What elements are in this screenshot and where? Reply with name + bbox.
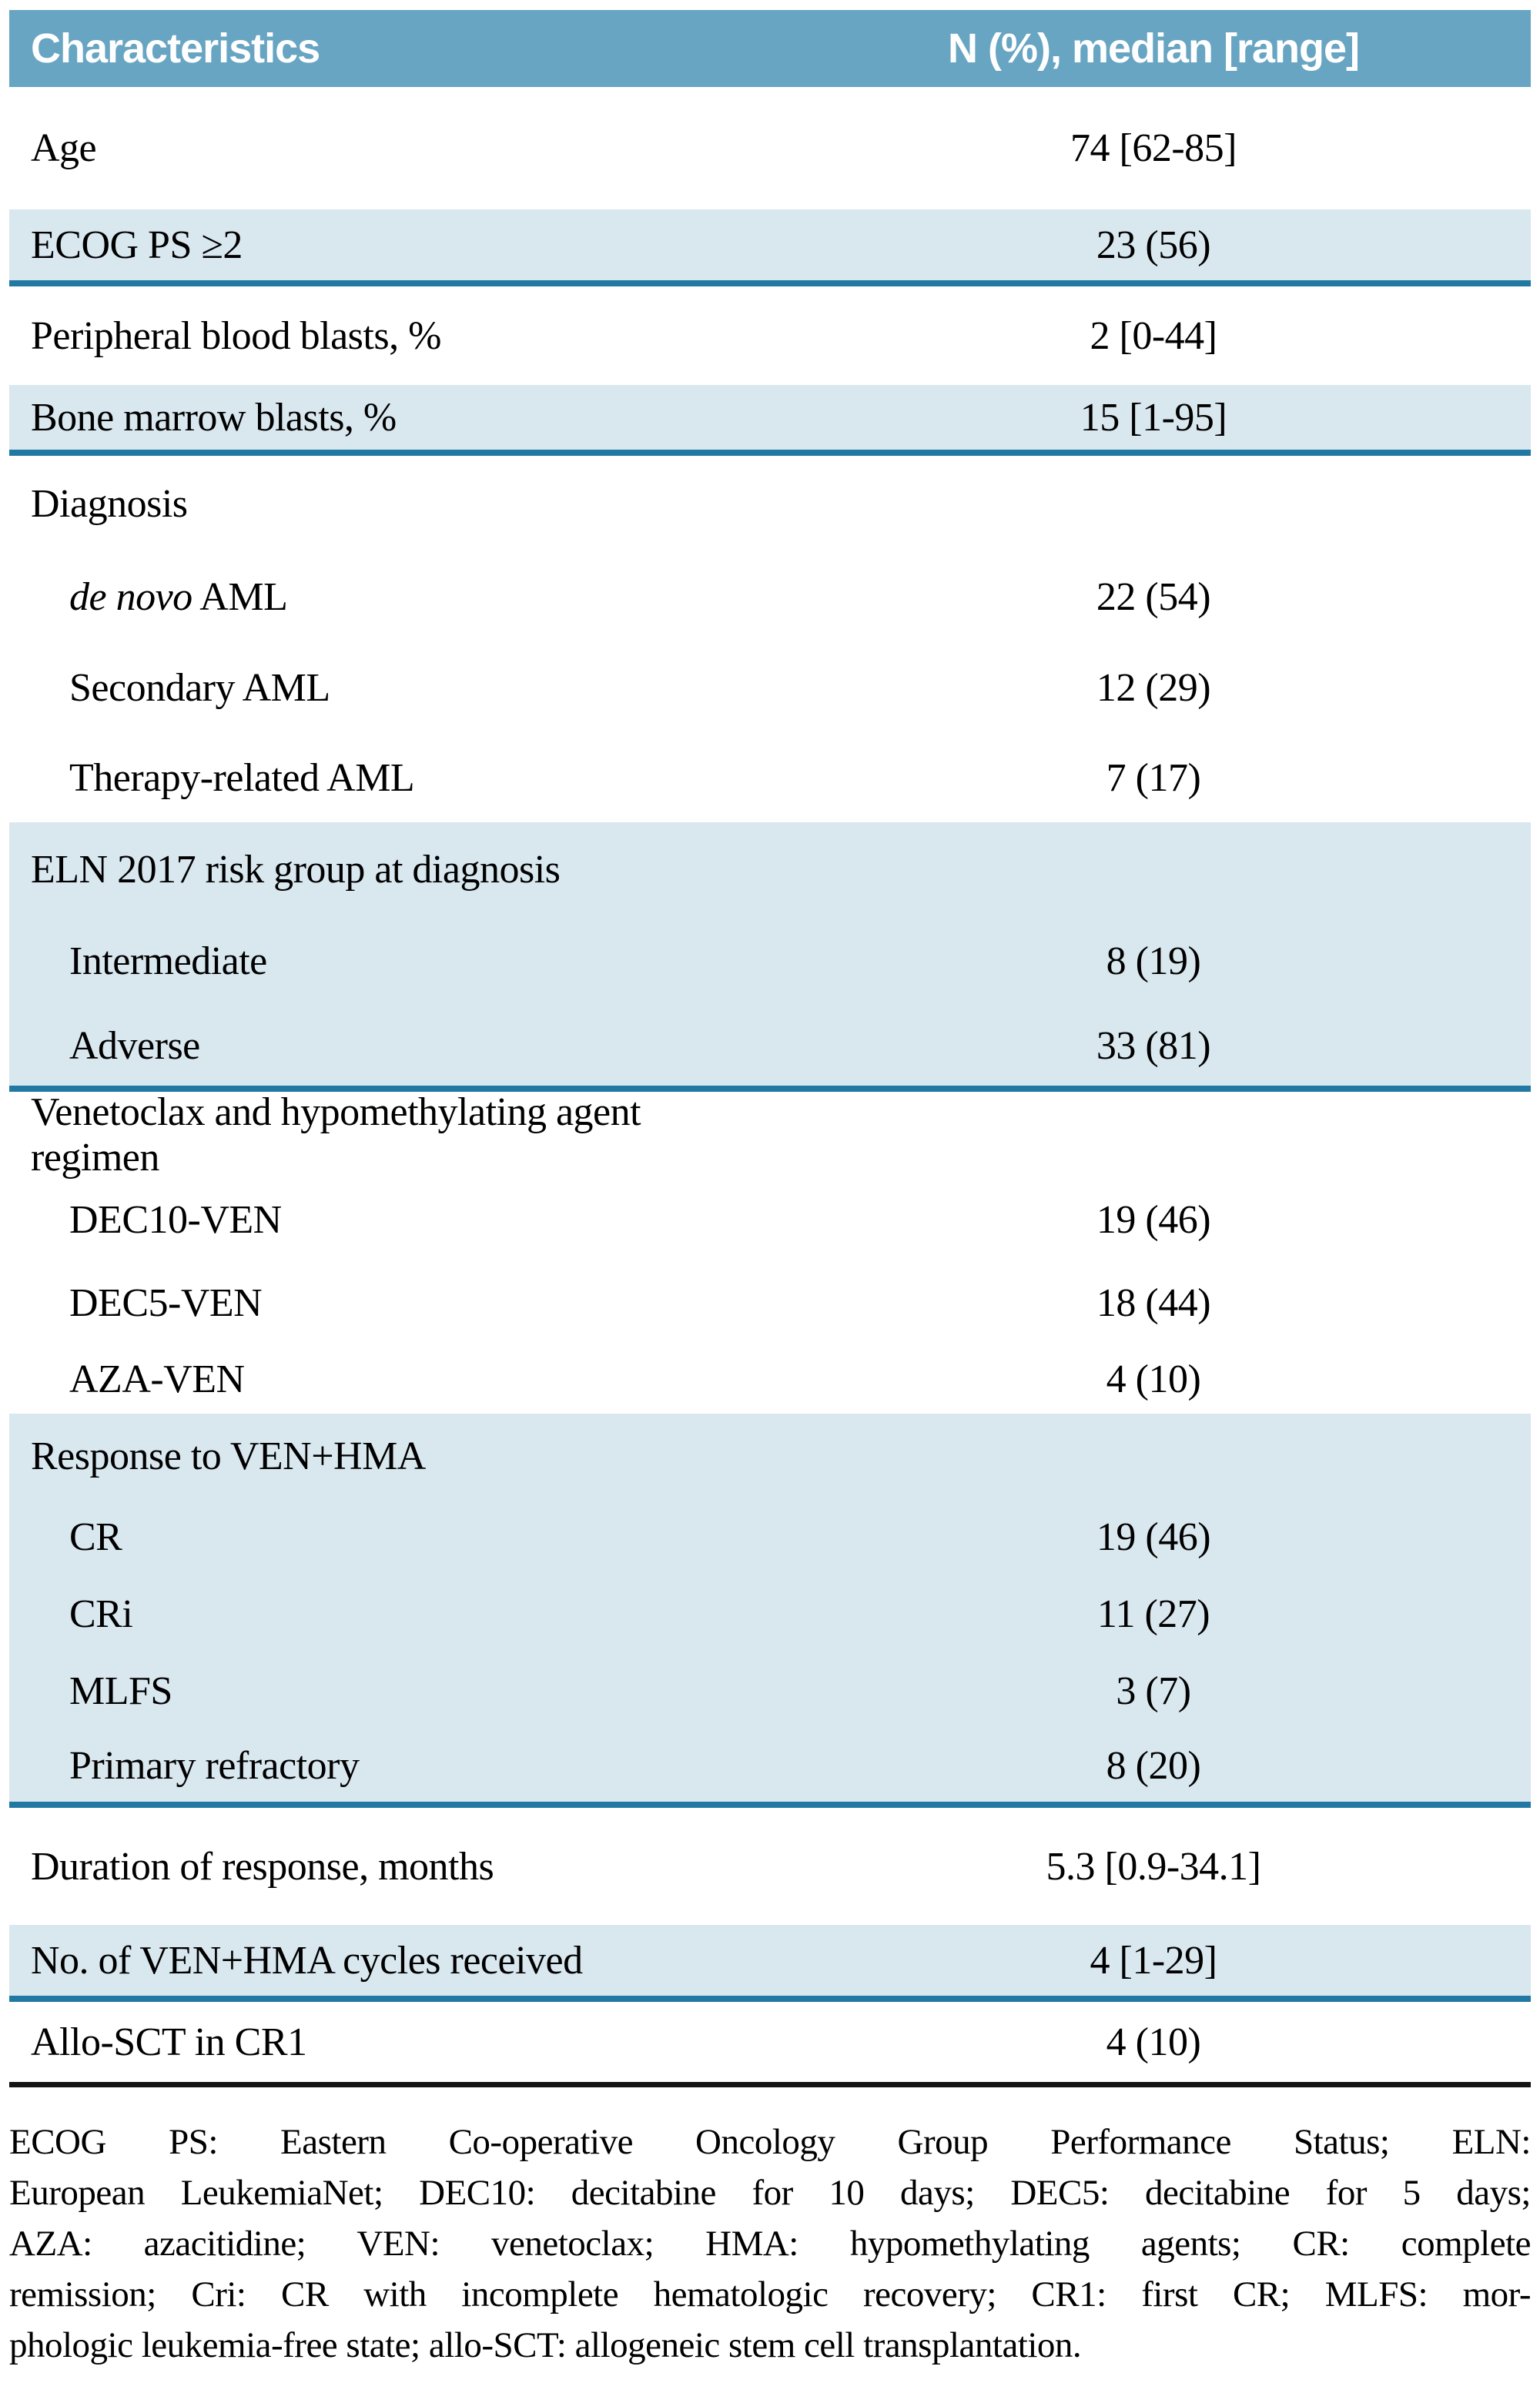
characteristics-table: Characteristics N (%), median [range] Ag…	[9, 10, 1532, 2371]
row-label: Peripheral blood blasts, %	[31, 313, 441, 358]
row-label: CR	[69, 1514, 122, 1559]
row-value: 3 (7)	[1116, 1668, 1191, 1713]
table-row: Therapy-related AML 7 (17)	[9, 733, 1531, 822]
row-value: 4 (10)	[1106, 2020, 1201, 2064]
row-value: 12 (29)	[1096, 665, 1211, 710]
row-value: 23 (56)	[1096, 223, 1211, 267]
table-row: ECOG PS ≥2 23 (56)	[9, 209, 1531, 280]
row-label: Age	[31, 126, 97, 170]
row-label: AZA-VEN	[69, 1357, 245, 1401]
table-row: Age 74 [62-85]	[9, 87, 1531, 209]
row-label-italic: de novo	[69, 574, 192, 619]
row-label: Secondary AML	[69, 665, 330, 710]
table-row: MLFS 3 (7)	[9, 1652, 1531, 1729]
row-value: 5.3 [0.9-34.1]	[1046, 1844, 1261, 1889]
section-separator-rule	[9, 1802, 1531, 1808]
row-label: Adverse	[69, 1023, 200, 1068]
table-row: Primary refractory 8 (20)	[9, 1729, 1531, 1802]
row-label: Bone marrow blasts, %	[31, 395, 397, 440]
row-label: Diagnosis	[31, 481, 188, 526]
row-label: Intermediate	[69, 939, 267, 983]
row-value: 74 [62-85]	[1070, 126, 1237, 170]
row-label: DEC5-VEN	[69, 1280, 263, 1325]
row-label: DEC10-VEN	[69, 1197, 282, 1242]
row-label: ECOG PS ≥2	[31, 223, 243, 267]
row-value: 4 (10)	[1106, 1357, 1201, 1401]
row-label: CRi	[69, 1591, 133, 1636]
row-label: Primary refractory	[69, 1743, 360, 1788]
row-value: 19 (46)	[1096, 1514, 1211, 1559]
footnote-line: remission; Cri: CR with incomplete hemat…	[9, 2274, 1532, 2314]
footnote-line: European LeukemiaNet; DEC10: decitabine …	[9, 2173, 1532, 2213]
table-bottom-rule	[9, 2082, 1531, 2087]
footnote-line: ECOG PS: Eastern Co-operative Oncology G…	[9, 2122, 1532, 2162]
row-value: 18 (44)	[1096, 1280, 1211, 1325]
table-body: Age 74 [62-85] ECOG PS ≥2 23 (56) Peripheral…	[9, 87, 1531, 2087]
column-header-values: N (%), median [range]	[947, 25, 1360, 72]
table-row: Diagnosis	[9, 456, 1531, 551]
row-value: 22 (54)	[1096, 574, 1211, 619]
row-label: ELN 2017 risk group at diagnosis	[31, 847, 561, 892]
row-label: MLFS	[69, 1668, 172, 1713]
table-row: ELN 2017 risk group at diagnosis	[9, 822, 1531, 916]
table-row: CRi 11 (27)	[9, 1575, 1531, 1652]
table-row: Adverse 33 (81)	[9, 1006, 1531, 1086]
section-separator-rule	[9, 1996, 1531, 2002]
table-row: Secondary AML 12 (29)	[9, 642, 1531, 733]
row-label: Venetoclax and hypomethylating agent reg…	[31, 1090, 641, 1180]
section-separator-rule	[9, 450, 1531, 456]
table-header-row: Characteristics N (%), median [range]	[9, 10, 1531, 87]
table-row: No. of VEN+HMA cycles received 4 [1-29]	[9, 1925, 1531, 1996]
row-value: 15 [1-95]	[1080, 395, 1227, 440]
row-value: 8 (20)	[1106, 1743, 1201, 1788]
row-label: Allo-SCT in CR1	[31, 2020, 307, 2064]
section-separator-rule	[9, 280, 1531, 286]
row-value: 8 (19)	[1106, 939, 1201, 983]
footnote-line: AZA: azacitidine; VEN: venetoclax; HMA: …	[9, 2224, 1532, 2264]
table-row: Peripheral blood blasts, % 2 [0-44]	[9, 286, 1531, 385]
table-row: de novo AML 22 (54)	[9, 551, 1531, 642]
row-value: 19 (46)	[1096, 1197, 1211, 1242]
row-value: 4 [1-29]	[1090, 1938, 1217, 1983]
column-header-characteristics: Characteristics	[31, 25, 320, 72]
table-row: CR 19 (46)	[9, 1498, 1531, 1575]
table-row: Duration of response, months 5.3 [0.9-34.…	[9, 1808, 1531, 1925]
row-value: 7 (17)	[1106, 755, 1201, 800]
table-row: DEC5-VEN 18 (44)	[9, 1261, 1531, 1344]
section-separator-rule	[9, 1086, 1531, 1092]
row-value: 2 [0-44]	[1090, 313, 1217, 358]
table-row: Bone marrow blasts, % 15 [1-95]	[9, 385, 1531, 450]
table-row: DEC10-VEN 19 (46)	[9, 1178, 1531, 1261]
row-value: 11 (27)	[1096, 1591, 1210, 1636]
row-value: 33 (81)	[1096, 1023, 1211, 1068]
table-row: Intermediate 8 (19)	[9, 916, 1531, 1006]
table-footnote: ECOG PS: Eastern Co-operative Oncology G…	[9, 2117, 1532, 2371]
footnote-line: phologic leukemia-free state; allo-SCT: …	[9, 2325, 1082, 2365]
table-row: AZA-VEN 4 (10)	[9, 1344, 1531, 1414]
row-label: Therapy-related AML	[69, 755, 415, 800]
table-row: Response to VEN+HMA	[9, 1414, 1531, 1498]
row-label: de novo AML	[69, 574, 288, 619]
row-label: Duration of response, months	[31, 1844, 494, 1889]
row-label: Response to VEN+HMA	[31, 1434, 426, 1478]
table-row: Allo-SCT in CR1 4 (10)	[9, 2002, 1531, 2082]
row-label: No. of VEN+HMA cycles received	[31, 1938, 583, 1983]
table-row: Venetoclax and hypomethylating agent reg…	[9, 1090, 1531, 1180]
